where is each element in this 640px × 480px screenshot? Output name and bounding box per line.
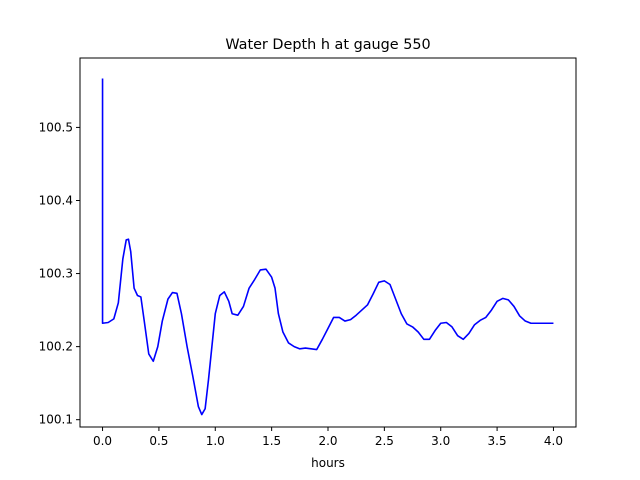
y-tick-label: 100.4 (39, 193, 73, 207)
x-tick-label: 2.0 (318, 434, 337, 448)
plot-frame (79, 57, 577, 428)
x-tick-label: 0.5 (149, 434, 168, 448)
y-tick-label: 100.1 (39, 413, 73, 427)
x-tick-label: 1.5 (262, 434, 281, 448)
chart-title: Water Depth h at gauge 550 (225, 37, 430, 53)
x-tick-label: 0.0 (93, 434, 112, 448)
y-tick-label: 100.3 (39, 267, 73, 281)
series-layer (101, 78, 554, 416)
x-tick-label: 3.5 (488, 434, 507, 448)
x-tick-label: 3.0 (431, 434, 450, 448)
plot-area (80, 58, 576, 427)
x-axis-label: hours (311, 456, 345, 470)
x-tick-label: 1.0 (206, 434, 225, 448)
y-tick-label: 100.2 (39, 340, 73, 354)
y-tick-label: 100.5 (39, 120, 73, 134)
x-tick-label: 4.0 (544, 434, 563, 448)
x-tick-label: 2.5 (375, 434, 394, 448)
series-line-0 (101, 78, 554, 416)
x-axis-ticks: 0.0 0.5 1.0 1.5 2.0 2.5 3.0 3.5 4.0 (93, 427, 563, 448)
y-axis-ticks: 100.1 100.2 100.3 100.4 100.5 (39, 120, 80, 427)
